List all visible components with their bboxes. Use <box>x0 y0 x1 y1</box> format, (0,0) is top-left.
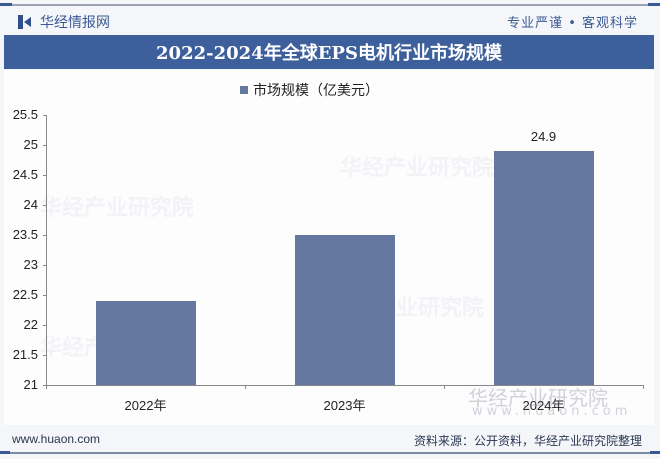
chart-title-bar: 2022-2024年全球EPS电机行业市场规模 <box>4 35 654 69</box>
bar-2024年 <box>493 151 594 385</box>
x-axis <box>46 385 643 386</box>
y-tick-label: 23.5 <box>12 227 38 242</box>
brand-name: 华经情报网 <box>40 15 110 31</box>
x-tick <box>46 385 47 389</box>
watermark: 华经产业研究院 <box>340 156 495 181</box>
y-tick-label: 21 <box>23 377 38 392</box>
y-tick-label: 21.5 <box>12 347 38 362</box>
y-tick <box>43 205 47 206</box>
y-tick <box>43 295 47 296</box>
x-tick <box>643 385 644 389</box>
y-tick-label: 22 <box>23 317 38 332</box>
top-divider <box>0 3 660 6</box>
bar-2022年 <box>95 301 196 385</box>
y-tick-label: 25.5 <box>12 107 38 122</box>
y-tick-label: 25 <box>23 137 38 152</box>
brand-logo-icon <box>18 15 32 29</box>
bar-2023年 <box>294 235 395 385</box>
y-tick-label: 24.5 <box>12 167 38 182</box>
x-category-label: 2024年 <box>522 398 565 413</box>
y-tick <box>43 265 47 266</box>
x-tick <box>245 385 246 389</box>
y-tick <box>43 115 47 116</box>
x-category-label: 2022年 <box>124 398 167 413</box>
y-tick <box>43 385 47 386</box>
bar-value-label: 24.9 <box>530 129 557 144</box>
y-tick <box>43 355 47 356</box>
y-tick <box>43 175 47 176</box>
y-tick <box>43 325 47 326</box>
y-tick <box>43 235 47 236</box>
bottom-divider <box>0 451 660 454</box>
watermark-logo-url: www.huaon.com <box>472 404 632 419</box>
y-tick-label: 23 <box>23 257 38 272</box>
chart-title: 2022-2024年全球EPS电机行业市场规模 <box>156 43 502 64</box>
watermark-logo-text: 华经产业研究院 <box>468 386 608 410</box>
footer-source: 资料来源：公开资料，华经产业研究院整理 <box>413 434 642 448</box>
legend-swatch <box>240 86 248 94</box>
y-tick-label: 22.5 <box>12 287 38 302</box>
footer-url: www.huaon.com <box>12 432 101 446</box>
y-tick <box>43 145 47 146</box>
brand: 华经情报网 <box>18 12 110 32</box>
legend-label: 市场规模（亿美元） <box>253 83 379 99</box>
slogan: 专业严谨 • 客观科学 <box>507 16 638 31</box>
x-tick <box>444 385 445 389</box>
y-axis <box>46 115 47 385</box>
chart-legend: 市场规模（亿美元） <box>240 80 379 100</box>
watermark: 华经产业研究院 <box>40 196 195 221</box>
x-category-label: 2023年 <box>323 398 366 413</box>
y-tick-label: 24 <box>23 197 38 212</box>
